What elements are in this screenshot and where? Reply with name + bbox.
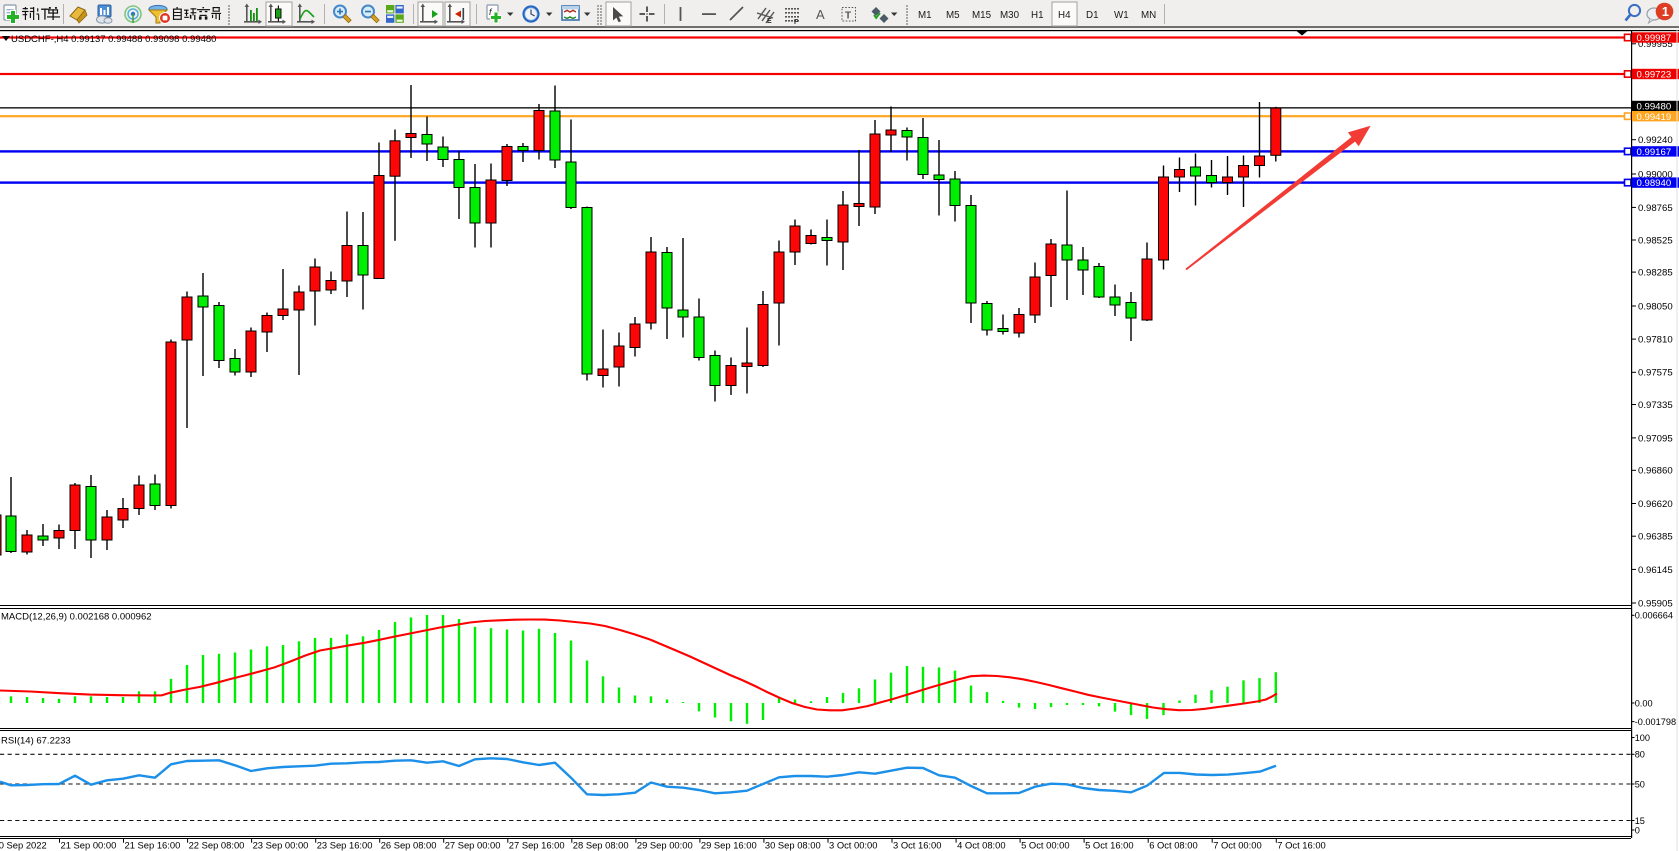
svg-text:W1: W1 [1114, 10, 1129, 21]
svg-text:0.99167: 0.99167 [1637, 147, 1672, 158]
svg-text:4 Oct 08:00: 4 Oct 08:00 [957, 840, 1005, 851]
svg-text:80: 80 [1635, 750, 1645, 760]
svg-text:0.96860: 0.96860 [1638, 466, 1673, 477]
svg-text:0.97335: 0.97335 [1638, 400, 1673, 411]
svg-text:15: 15 [1635, 816, 1645, 826]
svg-text:RSI(14) 67.2233: RSI(14) 67.2233 [1, 736, 71, 747]
svg-text:0.99480: 0.99480 [1637, 102, 1672, 113]
svg-text:0.006664: 0.006664 [1635, 611, 1673, 621]
svg-text:D1: D1 [1086, 10, 1099, 21]
svg-text:21 Sep 00:00: 21 Sep 00:00 [61, 840, 117, 851]
svg-text:50: 50 [1635, 779, 1645, 789]
svg-text:29 Sep 00:00: 29 Sep 00:00 [637, 840, 693, 851]
svg-text:0.98525: 0.98525 [1638, 235, 1673, 246]
svg-text:M5: M5 [946, 10, 960, 21]
svg-text:7 Oct 00:00: 7 Oct 00:00 [1213, 840, 1261, 851]
svg-text:1: 1 [1662, 4, 1669, 19]
svg-text:-0.001798: -0.001798 [1635, 717, 1676, 727]
svg-text:0.99240: 0.99240 [1638, 135, 1673, 146]
svg-text:H4: H4 [1058, 10, 1071, 21]
svg-text:3 Oct 16:00: 3 Oct 16:00 [893, 840, 941, 851]
svg-text:M30: M30 [1000, 10, 1020, 21]
svg-text:0.96620: 0.96620 [1638, 499, 1673, 510]
svg-text:0: 0 [1635, 825, 1640, 835]
svg-text:0.97575: 0.97575 [1638, 368, 1673, 379]
svg-text:0.98050: 0.98050 [1638, 301, 1673, 312]
svg-text:0.98765: 0.98765 [1638, 203, 1673, 214]
svg-text:0.96385: 0.96385 [1638, 532, 1673, 543]
svg-text:0.00: 0.00 [1635, 698, 1653, 708]
svg-text:T: T [845, 11, 851, 22]
svg-text:21 Sep 16:00: 21 Sep 16:00 [125, 840, 181, 851]
svg-text:100: 100 [1635, 733, 1650, 743]
svg-text:27 Sep 00:00: 27 Sep 00:00 [445, 840, 501, 851]
svg-text:0.99000: 0.99000 [1638, 169, 1673, 180]
svg-text:M1: M1 [918, 10, 932, 21]
svg-text:22 Sep 08:00: 22 Sep 08:00 [189, 840, 245, 851]
svg-text:20 Sep 2022: 20 Sep 2022 [0, 840, 47, 851]
svg-text:28 Sep 08:00: 28 Sep 08:00 [573, 840, 629, 851]
svg-text:M15: M15 [972, 10, 992, 21]
svg-text:MACD(12,26,9) 0.002168 0.00096: MACD(12,26,9) 0.002168 0.000962 [1, 612, 152, 623]
svg-text:MN: MN [1141, 10, 1156, 21]
svg-text:E: E [767, 18, 772, 25]
svg-text:USDCHF-,H4 0.99137 0.99488 0.: USDCHF-,H4 0.99137 0.99488 0.99098 0.994… [11, 34, 216, 45]
svg-text:0.95905: 0.95905 [1638, 598, 1673, 609]
svg-text:0.99723: 0.99723 [1637, 70, 1672, 81]
svg-text:5 Oct 16:00: 5 Oct 16:00 [1085, 840, 1133, 851]
svg-text:A: A [816, 7, 825, 22]
svg-text:f: f [489, 7, 493, 17]
svg-text:23 Sep 00:00: 23 Sep 00:00 [253, 840, 309, 851]
svg-text:7 Oct 16:00: 7 Oct 16:00 [1277, 840, 1325, 851]
svg-text:0.98285: 0.98285 [1638, 268, 1673, 279]
svg-text:5 Oct 00:00: 5 Oct 00:00 [1021, 840, 1069, 851]
svg-text:0.99955: 0.99955 [1638, 39, 1673, 50]
svg-text:26 Sep 08:00: 26 Sep 08:00 [381, 840, 437, 851]
svg-text:0.97810: 0.97810 [1638, 335, 1673, 346]
svg-text:3 Oct 00:00: 3 Oct 00:00 [829, 840, 877, 851]
svg-text:30 Sep 08:00: 30 Sep 08:00 [765, 840, 821, 851]
svg-text:6 Oct 08:00: 6 Oct 08:00 [1149, 840, 1197, 851]
svg-text:0.97095: 0.97095 [1638, 433, 1673, 444]
svg-text:27 Sep 16:00: 27 Sep 16:00 [509, 840, 565, 851]
svg-text:H1: H1 [1031, 10, 1044, 21]
svg-text:29 Sep 16:00: 29 Sep 16:00 [701, 840, 757, 851]
svg-text:0.98940: 0.98940 [1637, 178, 1672, 189]
svg-text:0.99987: 0.99987 [1637, 33, 1672, 44]
svg-text:0.99419: 0.99419 [1637, 112, 1672, 123]
svg-text:0.96145: 0.96145 [1638, 565, 1673, 576]
svg-text:F: F [794, 19, 799, 26]
svg-text:23 Sep 16:00: 23 Sep 16:00 [317, 840, 373, 851]
